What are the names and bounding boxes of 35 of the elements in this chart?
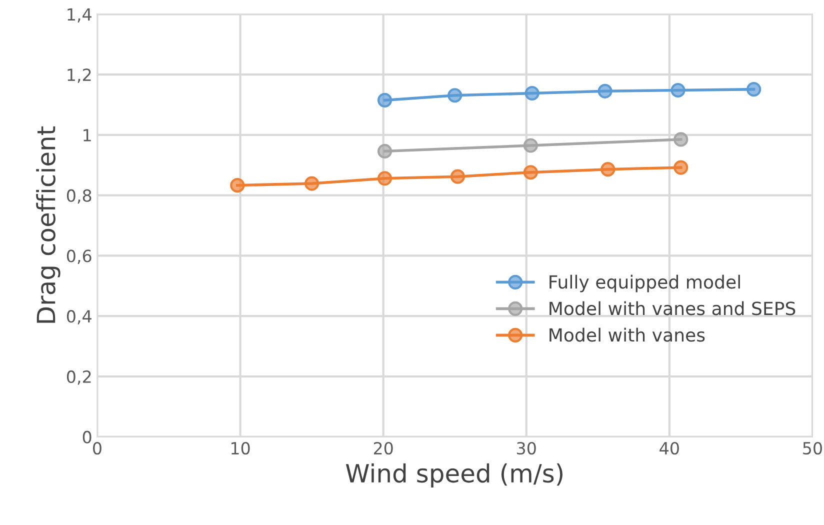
point: [448, 88, 462, 103]
point: [450, 169, 466, 184]
point: [670, 82, 686, 98]
y-tick-label: 0,4: [66, 310, 92, 324]
y-tick-label: 0,6: [66, 250, 92, 264]
point: [523, 165, 538, 180]
y-axis-title: Drag coefficient: [36, 126, 60, 323]
legend-label: Fully equipped model: [550, 274, 740, 292]
point: [377, 92, 392, 108]
x-tick-label: 50: [803, 442, 822, 455]
point: [600, 162, 616, 177]
y-tick-label: 0: [82, 430, 92, 444]
legend-label: Model with vanes and SEPS: [550, 301, 796, 316]
point: [524, 86, 540, 101]
point: [598, 84, 612, 98]
point: [377, 171, 392, 186]
point: [377, 144, 392, 159]
x-axis-title: Wind speed (m/s): [346, 463, 562, 488]
point: [674, 160, 688, 175]
y-tick-label: 0,8: [66, 189, 92, 204]
x-tick-label: 0: [93, 442, 102, 455]
point: [523, 138, 538, 153]
y-tick-label: 1: [84, 129, 91, 142]
point: [304, 176, 320, 191]
x-tick-label: 10: [232, 442, 250, 455]
point: [674, 132, 688, 147]
x-tick-label: 20: [374, 442, 393, 455]
legend-label: Model with vanes: [550, 328, 705, 342]
point: [746, 82, 762, 97]
y-tick-label: 0,2: [66, 370, 91, 385]
y-tick-label: 1,4: [68, 8, 92, 22]
point: [230, 178, 245, 193]
x-tick-label: 30: [517, 442, 536, 455]
y-tick-label: 1,2: [68, 68, 91, 83]
x-tick-label: 40: [660, 442, 679, 455]
